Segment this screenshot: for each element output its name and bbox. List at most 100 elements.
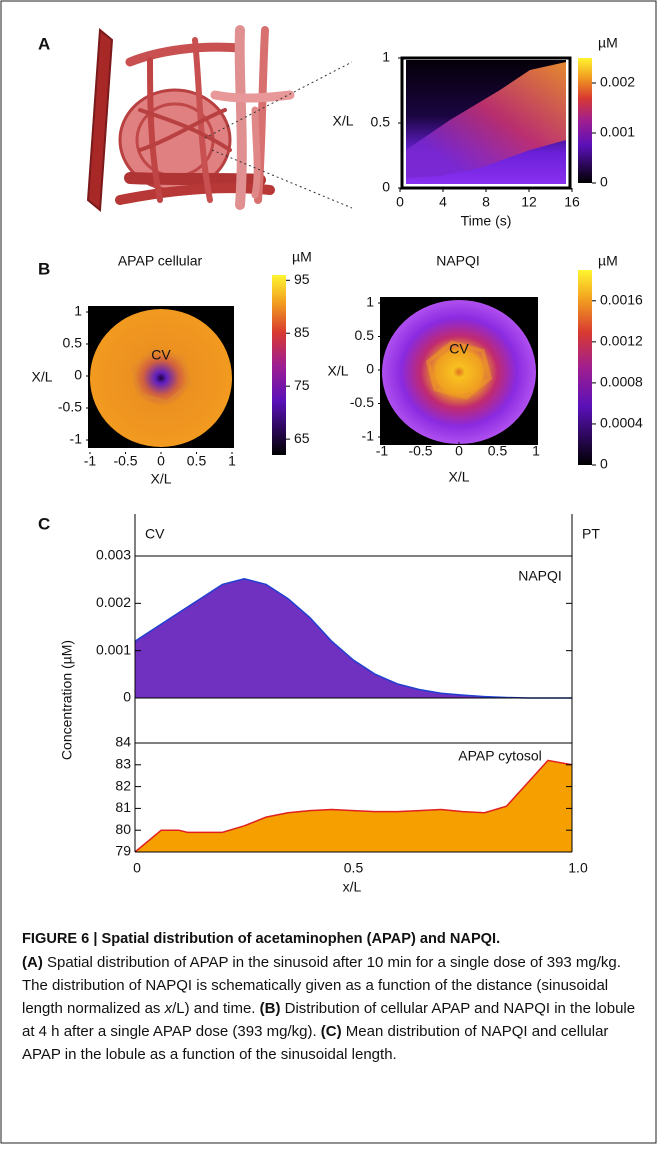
x-tick-label: 0.5: [187, 453, 207, 469]
heatmap-band: [406, 62, 566, 178]
x-tick-label: 12: [521, 194, 537, 210]
colorbar-tick-label: 65: [294, 430, 310, 446]
x-tick-label: 1.0: [568, 860, 588, 876]
caption-run: Distribution of cellular APAP and NAPQI …: [22, 1000, 636, 1040]
x-tick-label: 16: [564, 194, 580, 210]
colorbar-tick-label: 85: [294, 324, 310, 340]
y-tick-label: -0.5: [58, 399, 82, 415]
annotation: CV: [151, 347, 171, 363]
y-axis-label: X/L: [332, 113, 353, 129]
area: [135, 760, 572, 852]
x-tick-label: 0: [455, 443, 463, 459]
caption-run: (B): [259, 1000, 281, 1017]
y-tick-label: 0: [382, 179, 390, 195]
x-tick-label: 1: [532, 443, 540, 459]
x-axis-label: Time (s): [461, 213, 512, 229]
colorbar-tick-label: 95: [294, 271, 310, 287]
map-title: APAP cellular: [118, 253, 203, 269]
colorbar: [578, 58, 592, 183]
y-tick-label: 0: [123, 689, 131, 705]
x-axis-label: X/L: [448, 469, 469, 485]
x-tick-label: 0.5: [488, 443, 508, 459]
panel-label: A: [38, 34, 50, 53]
series-label: NAPQI: [518, 568, 562, 584]
y-tick-label: 0: [74, 367, 82, 383]
panel-label: C: [38, 514, 50, 533]
y-tick-label: 0.001: [96, 641, 131, 657]
annotation: CV: [449, 341, 469, 357]
colorbar-tick-label: 0.0016: [600, 291, 643, 307]
caption-body: (A) Spatial distribution of APAP in the …: [22, 954, 635, 1063]
line: [134, 577, 572, 699]
colorbar-tick-label: 0.0012: [600, 333, 643, 349]
y-tick-label: -1: [70, 431, 83, 447]
colorbar-unit: µM: [598, 253, 618, 269]
x-tick-label: -1: [376, 443, 389, 459]
x-tick-label: 0.5: [344, 860, 364, 876]
map-region: [130, 347, 192, 405]
colorbar-unit: µM: [292, 249, 312, 265]
caption-title: FIGURE 6 | Spatial distribution of aceta…: [22, 931, 501, 947]
y-tick-label: 1: [366, 294, 374, 310]
map-region: [425, 340, 493, 400]
caption-run: Mean distribution of NAPQI and cellular …: [22, 1023, 609, 1063]
x-axis-label: x/L: [343, 879, 362, 895]
map-title: NAPQI: [436, 253, 480, 269]
caption-run: (A): [22, 954, 43, 971]
y-axis-label: X/L: [31, 369, 52, 385]
y-tick-label: 0.5: [355, 327, 375, 343]
x-tick-label: 0: [396, 194, 404, 210]
x-tick-label: 1: [228, 453, 236, 469]
x-tick-label: 8: [482, 194, 490, 210]
concentration-map: [90, 309, 232, 447]
region-label: CV: [145, 526, 165, 542]
caption-run: /L) and time.: [172, 1000, 260, 1017]
x-tick-label: -1: [84, 453, 97, 469]
caption: FIGURE 6 | Spatial distribution of aceta…: [22, 928, 644, 1066]
colorbar-tick-label: 0.0008: [600, 374, 643, 390]
colorbar: [272, 275, 286, 455]
vessel-render: [86, 25, 295, 213]
concentration-map: [382, 300, 536, 444]
y-tick-label: 1: [74, 303, 82, 319]
colorbar-tick-label: 75: [294, 377, 310, 393]
x-tick-label: 0: [133, 860, 141, 876]
colorbar-unit: µM: [598, 35, 618, 51]
panel-label: B: [38, 259, 50, 278]
x-tick-label: -0.5: [113, 453, 137, 469]
line: [134, 759, 573, 853]
y-axis-label: Concentration (µM): [59, 640, 75, 760]
y-tick-label: 0.003: [96, 547, 131, 563]
caption-run: (C): [320, 1023, 342, 1040]
caption-run: Spatial distribution of APAP in the sinu…: [22, 954, 621, 1017]
y-tick-label: 82: [115, 777, 131, 793]
x-tick-label: 4: [439, 194, 447, 210]
zoom-line: [211, 149, 353, 209]
y-tick-label: 0: [366, 361, 374, 377]
y-tick-label: -0.5: [350, 394, 374, 410]
y-tick-label: 0.5: [371, 114, 391, 130]
series-label: APAP cytosol: [458, 748, 542, 764]
colorbar-tick-label: 0.002: [600, 74, 635, 90]
y-tick-label: 80: [115, 821, 131, 837]
y-axis-label: X/L: [327, 363, 348, 379]
y-tick-label: -1: [362, 428, 375, 444]
y-tick-label: 79: [115, 843, 131, 859]
colorbar-tick-label: 0: [600, 456, 608, 472]
x-tick-label: 0: [157, 453, 165, 469]
y-tick-label: 0.002: [96, 594, 131, 610]
y-tick-label: 0.5: [63, 335, 83, 351]
region-label: PT: [582, 526, 600, 542]
y-tick-label: 84: [115, 734, 131, 750]
colorbar-tick-label: 0: [600, 174, 608, 190]
colorbar: [578, 270, 592, 465]
area: [135, 578, 572, 698]
x-axis-label: X/L: [150, 471, 171, 487]
caption-run: x: [164, 1000, 173, 1017]
y-tick-label: 1: [382, 49, 390, 65]
x-tick-label: -0.5: [408, 443, 432, 459]
colorbar-tick-label: 0.0004: [600, 415, 643, 431]
